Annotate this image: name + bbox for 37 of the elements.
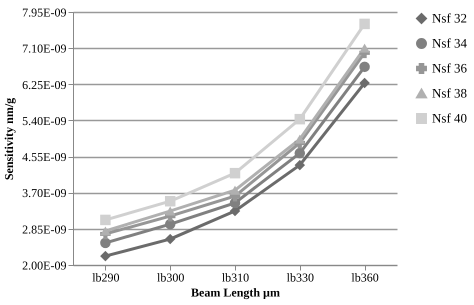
x-tick-label: lb290 [92, 270, 120, 284]
x-tick-label: lb310 [222, 270, 250, 284]
point [164, 206, 176, 216]
legend-label: Nsf 34 [432, 36, 468, 50]
y-tick-label: 6.25E-09 [22, 78, 66, 92]
y-tick-label: 5.40E-09 [22, 114, 66, 128]
legend-label: Nsf 32 [432, 10, 468, 26]
y-tick-label: 2.85E-09 [22, 222, 66, 236]
x-tick-label: lb360 [351, 270, 379, 284]
point [359, 18, 370, 30]
point [359, 62, 370, 72]
point [230, 168, 240, 178]
y-tick-label: 4.55E-09 [22, 150, 66, 164]
point [294, 148, 306, 158]
point [100, 226, 111, 236]
x-axis-title: Beam Length µm [191, 286, 280, 300]
point [230, 186, 240, 195]
point [164, 234, 176, 244]
y-tick-label: 2.00E-09 [22, 258, 66, 272]
point [294, 114, 306, 124]
point [164, 196, 176, 206]
point [100, 214, 111, 226]
point [294, 160, 306, 170]
y-tick-label: 3.70E-09 [22, 186, 66, 200]
point [294, 134, 306, 144]
x-tick-label: lb330 [286, 270, 314, 284]
legend-label: Nsf 40 [432, 110, 468, 126]
y-tick-label: 7.10E-09 [22, 42, 66, 56]
point [100, 238, 111, 248]
point [359, 44, 370, 53]
point [100, 250, 111, 262]
y-axis-title: Sensitivity nm/g [2, 98, 16, 180]
point [359, 78, 370, 88]
legend-label: Nsf 38 [432, 86, 468, 100]
legend-label: Nsf 36 [432, 60, 468, 76]
y-tick-label: 7.95E-09 [22, 6, 66, 20]
x-tick-label: lb300 [157, 270, 184, 284]
